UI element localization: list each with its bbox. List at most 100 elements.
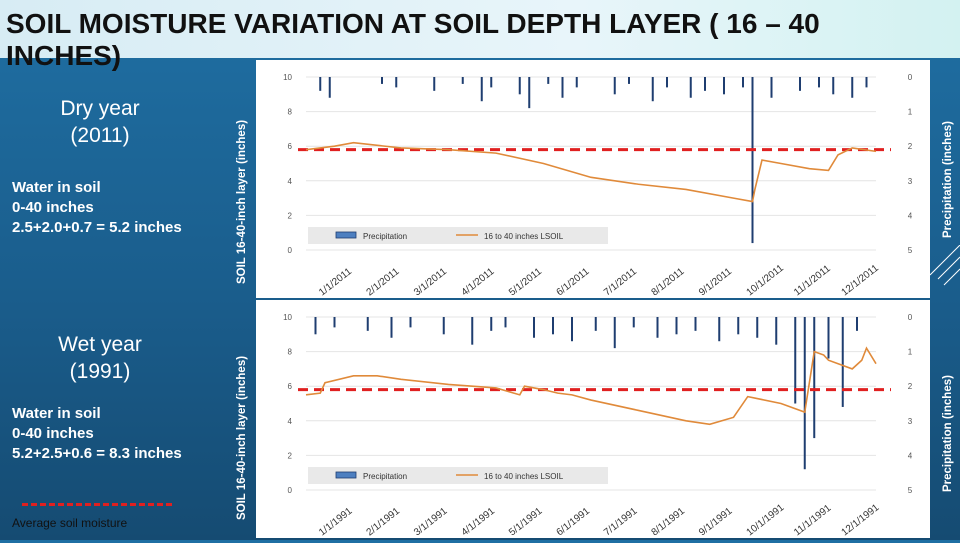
wet-year-label: Wet year (1991) [5, 331, 195, 385]
precip-bar [547, 77, 550, 84]
x-tick-label: 7/1/2011 [602, 266, 639, 298]
precip-bar [504, 317, 507, 328]
x-tick-label: 5/1/2011 [507, 266, 544, 298]
wet-year-label-line2: (1991) [69, 360, 131, 383]
x-tick-label: 3/1/2011 [412, 266, 449, 298]
precip-bar [480, 77, 483, 102]
precip-bar [433, 77, 436, 91]
precip-bar [571, 317, 573, 342]
right-tick-label: 5 [908, 246, 913, 255]
precip-bar [775, 317, 778, 345]
precip-bar [632, 317, 635, 328]
precip-bar [689, 77, 692, 98]
precip-bar [333, 317, 336, 328]
right-axis-label-wet: Precipitation (inches) [942, 375, 954, 492]
left-tick-label: 10 [283, 73, 292, 82]
precip-bar [575, 77, 578, 88]
wet-water-line2: 0-40 inches [12, 425, 94, 442]
precip-bar [841, 317, 844, 407]
left-tick-label: 6 [288, 382, 293, 391]
dry-year-label: Dry year (2011) [5, 95, 195, 149]
dry-year-label-line2: (2011) [70, 124, 130, 147]
legend-precip-swatch [335, 471, 357, 479]
wet-year-water-text: Water in soil 0-40 inches 5.2+2.5+0.6 = … [12, 404, 182, 464]
x-tick-label: 3/1/1991 [412, 505, 450, 538]
right-tick-label: 2 [908, 382, 913, 391]
left-axis-label-wet: SOIL 16-40-inch layer (inches) [236, 355, 248, 520]
precip-bar [851, 77, 854, 98]
precip-bar [827, 317, 830, 359]
left-tick-label: 8 [288, 348, 293, 357]
precip-bar [366, 317, 369, 331]
left-tick-label: 4 [288, 177, 293, 186]
precip-bar [818, 77, 820, 88]
precip-bar [409, 317, 412, 328]
x-tick-label: 2/1/1991 [365, 505, 403, 538]
wet-year-chart: 0 2 4 6 8 10 0 1 2 3 4 5 Precipitation 16 to 40 inche… [283, 313, 913, 538]
precip-bar [694, 317, 697, 331]
legend-soil-label: 16 to 40 inches LSOIL [484, 232, 564, 241]
precip-bar [561, 77, 564, 98]
page-title: SOIL MOISTURE VARIATION AT SOIL DEPTH LA… [6, 8, 820, 71]
x-tick-label: 6/1/1991 [555, 505, 593, 538]
dry-year-label-line1: Dry year [60, 97, 140, 120]
right-tick-label: 3 [908, 177, 913, 186]
legend-soil-label: 16 to 40 inches LSOIL [484, 472, 564, 481]
x-tick-label: 11/1/2011 [792, 263, 833, 298]
precip-bar [490, 77, 493, 88]
x-tick-label: 10/1/2011 [745, 262, 787, 298]
x-tick-label: 8/1/1991 [650, 505, 688, 538]
x-tick-label: 12/1/2011 [840, 262, 882, 298]
precip-bar [704, 77, 706, 91]
x-tick-label: 4/1/2011 [460, 266, 497, 298]
precip-bar [314, 317, 317, 335]
precip-bar [742, 77, 744, 88]
average-moisture-legend-label: Average soil moisture [12, 516, 128, 530]
precip-bar [390, 317, 393, 338]
dry-water-line3: 2.5+2.0+0.7 = 5.2 inches [12, 219, 182, 236]
right-tick-label: 5 [908, 486, 913, 495]
right-tick-label: 3 [908, 417, 913, 426]
x-tick-label: 11/1/1991 [792, 502, 834, 538]
precip-bar [770, 77, 773, 98]
dry-year-chart-panel: 0 2 4 6 8 10 0 1 2 3 4 5 Precipitation 16 to 40 inche… [256, 60, 930, 298]
soil-moisture-line [305, 346, 877, 426]
left-tick-label: 6 [288, 142, 293, 151]
corner-decoration [930, 245, 960, 286]
precip-bar [442, 317, 445, 335]
wet-water-line3: 5.2+2.5+0.6 = 8.3 inches [12, 445, 182, 462]
x-tick-label: 12/1/1991 [840, 502, 882, 538]
precip-bar [490, 317, 493, 331]
wet-year-chart-panel: 0 2 4 6 8 10 0 1 2 3 4 5 Precipitation 16 to 40 inche… [256, 300, 930, 538]
soil-moisture-line [305, 141, 877, 203]
right-tick-label: 4 [908, 451, 913, 460]
left-tick-label: 2 [288, 211, 293, 220]
x-tick-label: 7/1/1991 [602, 505, 640, 538]
precip-bar [528, 77, 531, 109]
precip-bar [552, 317, 554, 335]
dry-year-water-text: Water in soil 0-40 inches 2.5+2.0+0.7 = … [12, 178, 182, 238]
title-bar [0, 0, 960, 58]
precip-bar [613, 77, 616, 95]
right-tick-label: 0 [908, 313, 913, 322]
precip-bar [803, 317, 806, 470]
legend-precip-label: Precipitation [363, 472, 407, 481]
precip-bar [656, 317, 659, 338]
left-tick-label: 4 [288, 417, 293, 426]
dry-water-line1: Water in soil [12, 179, 101, 196]
left-tick-label: 10 [283, 313, 292, 322]
precip-bar [751, 77, 754, 244]
x-tick-label: 9/1/1991 [697, 505, 735, 538]
x-tick-label: 1/1/1991 [317, 505, 355, 538]
precip-bar [471, 317, 474, 345]
precip-bar [461, 77, 464, 84]
average-moisture-legend-line [22, 503, 172, 506]
right-tick-label: 1 [908, 108, 913, 117]
x-tick-label: 5/1/1991 [507, 505, 545, 538]
precip-bar [675, 317, 678, 335]
precip-bar [319, 77, 322, 91]
left-tick-label: 0 [288, 246, 293, 255]
precip-bar [666, 77, 668, 88]
wet-water-line1: Water in soil [12, 405, 101, 422]
precip-bar [723, 77, 725, 95]
